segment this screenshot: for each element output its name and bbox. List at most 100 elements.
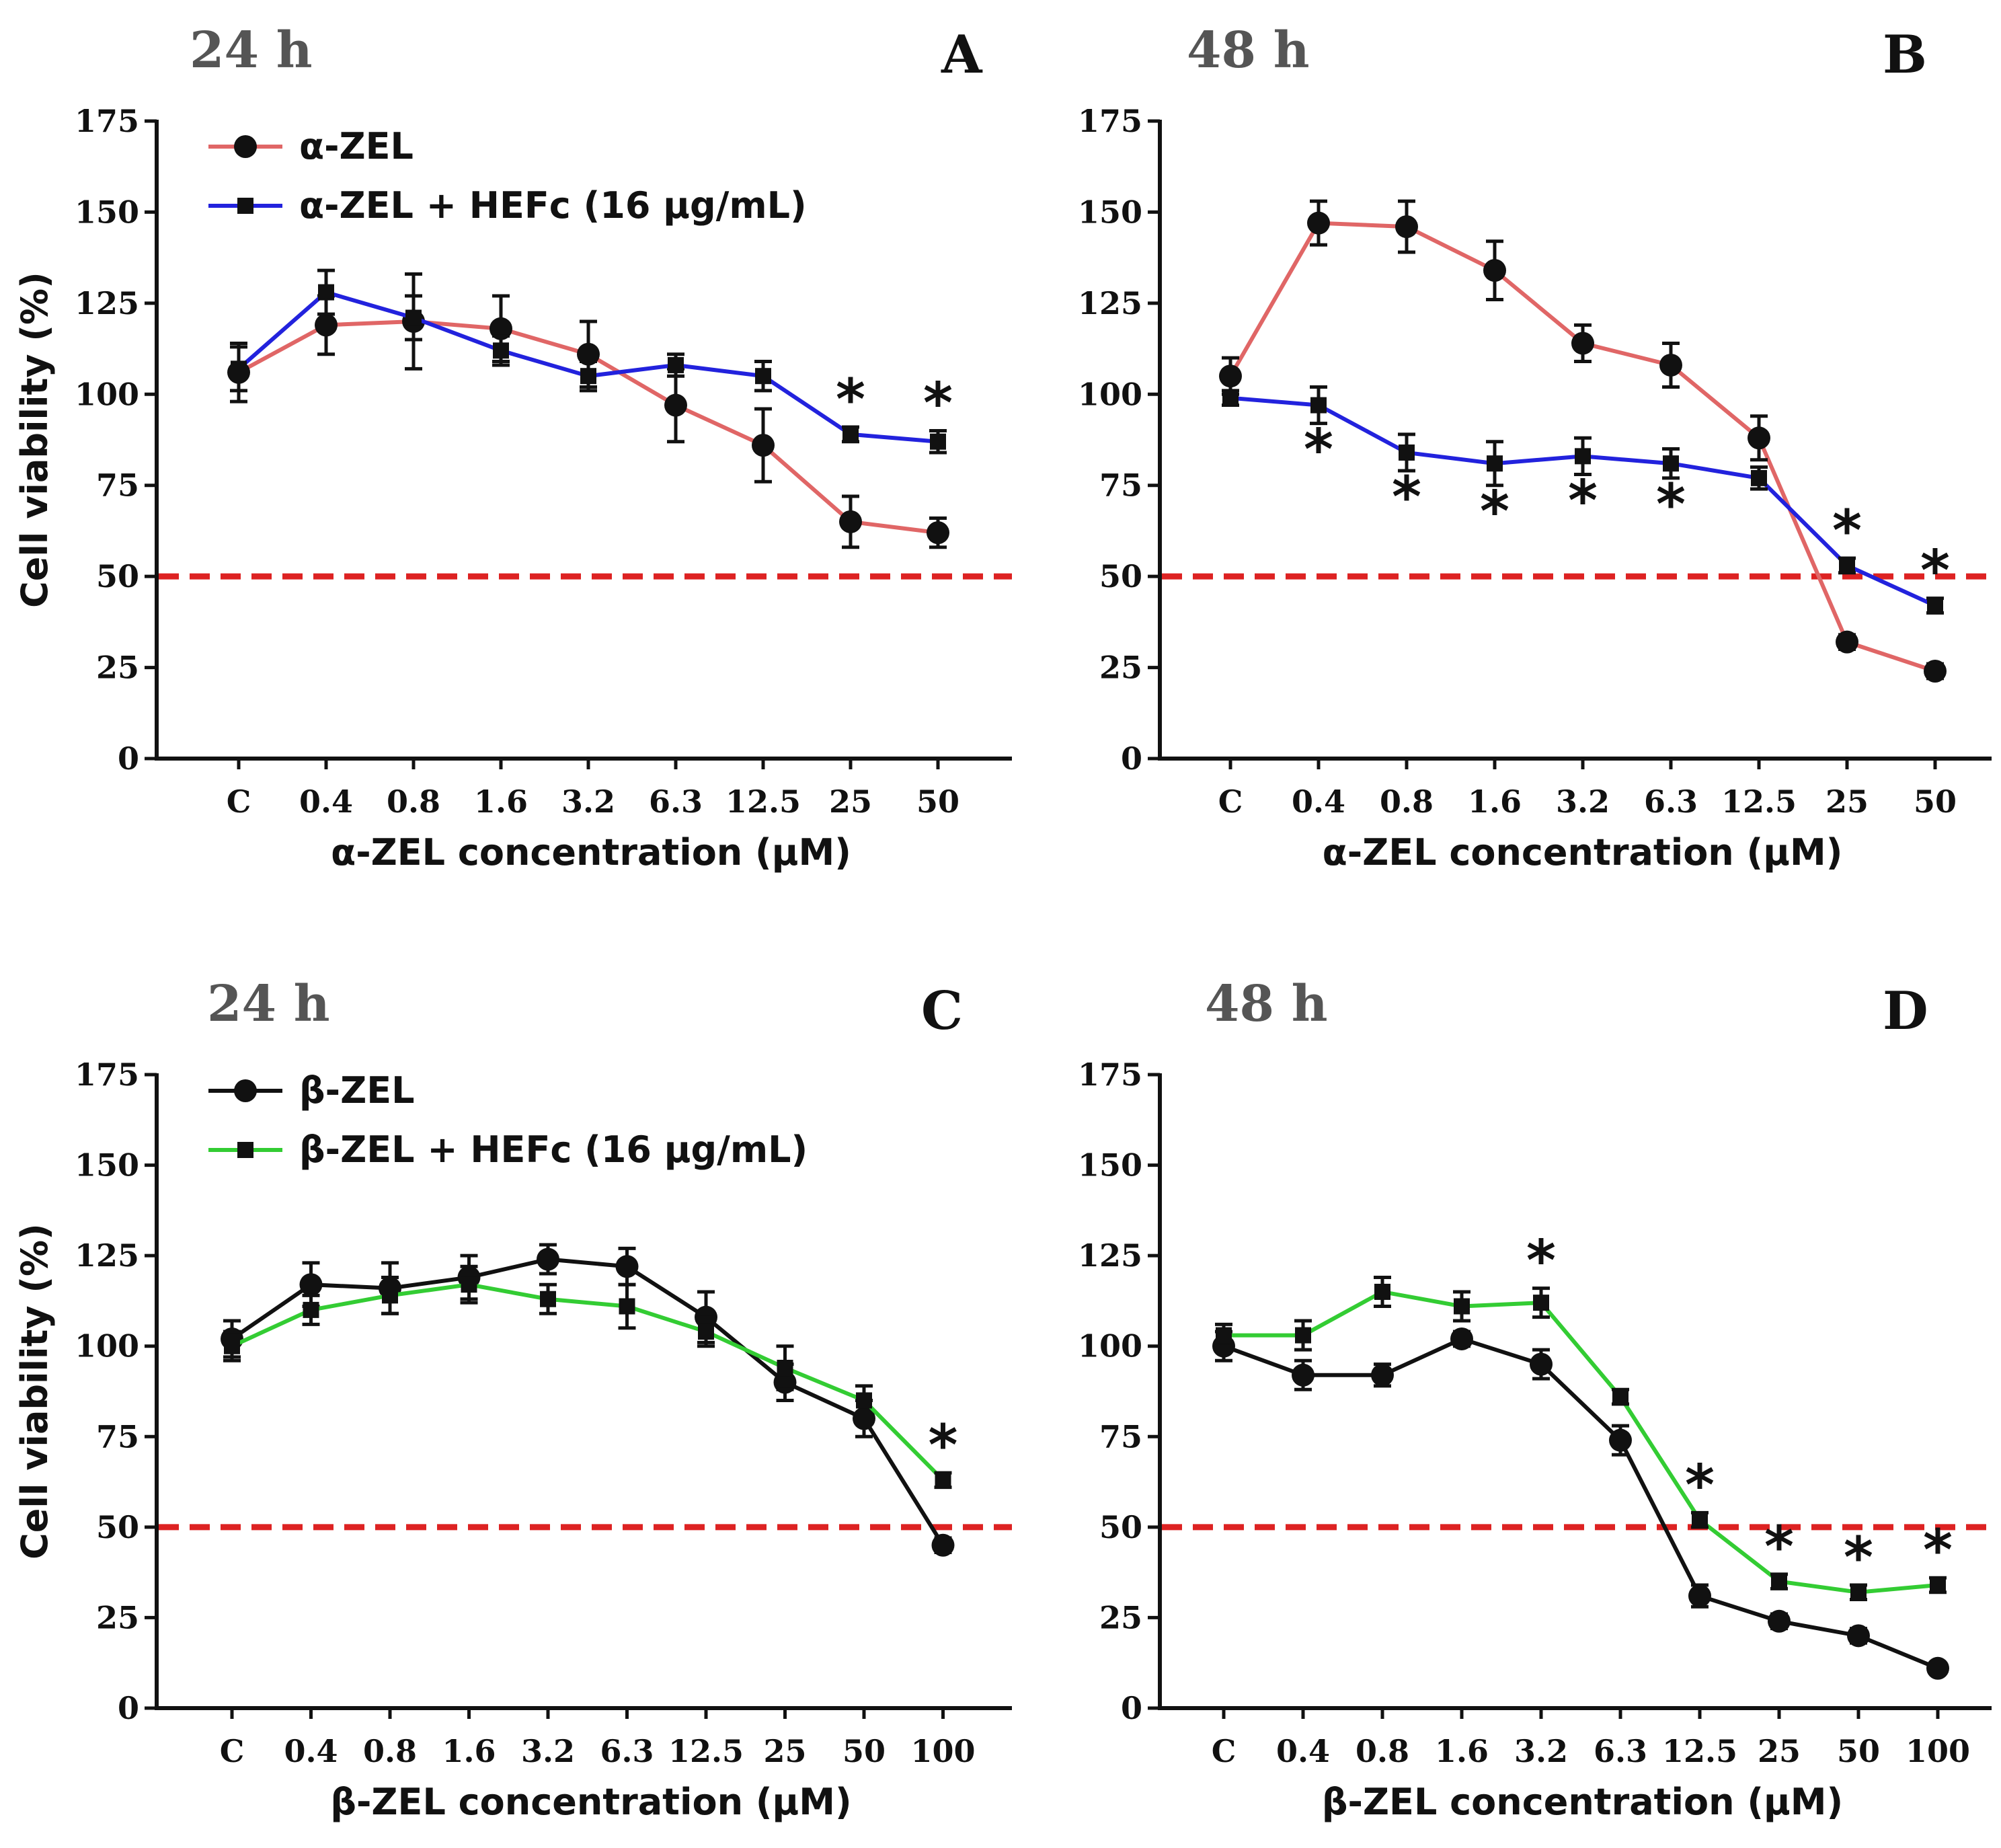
y-tick-label: 175 xyxy=(75,1056,139,1093)
data-point xyxy=(1748,426,1770,450)
x-tick-label: 1.6 xyxy=(442,1733,496,1769)
data-point xyxy=(1219,364,1242,388)
y-tick-label: 125 xyxy=(75,1237,139,1274)
y-tick-label: 175 xyxy=(1078,103,1142,139)
significance-asterisk: * xyxy=(1764,1514,1794,1580)
x-tick-label: 50 xyxy=(1837,1733,1880,1769)
data-point xyxy=(1847,1624,1870,1648)
data-point xyxy=(1692,1512,1708,1529)
y-tick-label: 0 xyxy=(118,740,139,777)
x-axis-title: α-ZEL concentration (μM) xyxy=(1323,831,1843,874)
data-point xyxy=(1374,1283,1390,1300)
data-point xyxy=(1571,332,1594,355)
y-tick-label: 75 xyxy=(96,1418,139,1455)
legend-marker xyxy=(234,1079,257,1102)
x-tick-label: 100 xyxy=(1906,1733,1970,1769)
data-point xyxy=(930,433,946,450)
x-tick-label: 1.6 xyxy=(1435,1733,1489,1769)
data-point xyxy=(1927,597,1943,614)
x-tick-label: 3.2 xyxy=(521,1733,575,1769)
significance-asterisk: * xyxy=(1832,498,1862,564)
x-tick-label: 0.8 xyxy=(1356,1733,1409,1769)
data-point xyxy=(580,368,596,385)
legend: α-ZEL α-ZEL + HEFc (16 μg/mL) xyxy=(208,125,807,227)
x-tick-label: 0.4 xyxy=(284,1733,338,1769)
x-tick-label: 12.5 xyxy=(1721,783,1797,820)
y-tick-label: 175 xyxy=(1078,1056,1142,1093)
x-tick-label: 12.5 xyxy=(725,783,801,820)
y-tick-label: 75 xyxy=(1099,467,1142,504)
data-point xyxy=(668,356,684,373)
y-tick-label: 25 xyxy=(1099,650,1142,686)
data-point xyxy=(615,1255,639,1278)
data-point xyxy=(405,309,422,326)
x-tick-label: 50 xyxy=(1914,783,1957,820)
y-tick-label: 125 xyxy=(75,285,139,321)
data-point xyxy=(931,1533,955,1557)
x-tick-label: C xyxy=(220,1733,245,1769)
data-point xyxy=(1310,397,1327,414)
x-tick-label: 0.8 xyxy=(363,1733,417,1769)
significance-asterisk: * xyxy=(923,370,953,436)
panel-letter: D xyxy=(1883,980,1928,1042)
panel-letter: B xyxy=(1883,24,1927,85)
x-tick-label: 0.8 xyxy=(387,783,440,820)
x-tick-label: 100 xyxy=(910,1733,975,1769)
panel-b: 48 h B 0 25 50 75 100 125 150 175 C 0.4 0.8 1.6 3.2 6.3… xyxy=(1078,22,1992,874)
data-point xyxy=(1659,353,1682,377)
significance-asterisk: * xyxy=(1392,464,1421,530)
data-point xyxy=(935,1471,951,1488)
data-point xyxy=(303,1301,319,1318)
y-tick-label: 150 xyxy=(75,194,139,230)
series-line xyxy=(1222,1336,1939,1670)
data-point xyxy=(1371,1363,1394,1387)
y-tick-label: 100 xyxy=(75,1328,139,1364)
x-tick-label: C xyxy=(227,783,251,820)
panel-time-label: 24 h xyxy=(207,975,330,1033)
significance-asterisk: * xyxy=(1568,467,1598,533)
panel-a: 24 h A 0 25 50 75 100 125 150 175 C 0.4 0.8 1.6 3.2 6.3… xyxy=(13,22,1012,874)
x-tick-label: 0.4 xyxy=(299,783,353,820)
series-with-hefc xyxy=(1215,1275,1947,1602)
series-compound xyxy=(1212,1327,1949,1680)
significance-asterisk: * xyxy=(929,1412,958,1478)
x-tick-label: 50 xyxy=(842,1733,886,1769)
x-tick-label: 25 xyxy=(1826,783,1869,820)
y-tick-label: 50 xyxy=(96,1509,139,1545)
significance-asterisk: * xyxy=(1656,471,1686,537)
data-point xyxy=(1487,455,1503,472)
y-tick-label: 150 xyxy=(1078,194,1142,230)
x-tick-label: 3.2 xyxy=(1556,783,1610,820)
panel-time-label: 24 h xyxy=(190,22,313,79)
y-tick-label: 125 xyxy=(1078,285,1142,321)
legend-label: β-ZEL + HEFc (16 μg/mL) xyxy=(299,1128,808,1171)
data-point xyxy=(231,360,247,377)
x-tick-label: 0.8 xyxy=(1380,783,1434,820)
series-compound xyxy=(221,1243,955,1557)
series-with-hefc xyxy=(1222,385,1944,615)
x-tick-label: 1.6 xyxy=(1468,783,1522,820)
panel-letter: A xyxy=(941,24,983,85)
y-tick-label: 0 xyxy=(1121,740,1142,777)
y-tick-label: 100 xyxy=(1078,1328,1142,1364)
data-point xyxy=(1395,215,1418,239)
x-tick-label: 12.5 xyxy=(1662,1733,1737,1769)
data-point xyxy=(1450,1327,1473,1350)
x-axis-title: α-ZEL concentration (μM) xyxy=(331,831,851,874)
y-tick-label: 75 xyxy=(1099,1418,1142,1455)
x-tick-label: 0.4 xyxy=(1292,783,1345,820)
data-point xyxy=(318,284,334,301)
significance-asterisk: * xyxy=(1920,538,1950,604)
y-tick-label: 50 xyxy=(96,558,139,594)
data-point xyxy=(1399,444,1415,461)
data-point xyxy=(1609,1428,1632,1452)
data-point xyxy=(1850,1584,1867,1601)
x-tick-label: 12.5 xyxy=(668,1733,744,1769)
y-tick-label: 75 xyxy=(96,467,139,504)
x-tick-label: 25 xyxy=(829,783,872,820)
data-point xyxy=(299,1273,323,1297)
significance-asterisk: * xyxy=(836,367,865,432)
legend-label: α-ZEL xyxy=(299,125,414,167)
data-point xyxy=(856,1392,872,1409)
x-tick-label: 6.3 xyxy=(649,783,703,820)
